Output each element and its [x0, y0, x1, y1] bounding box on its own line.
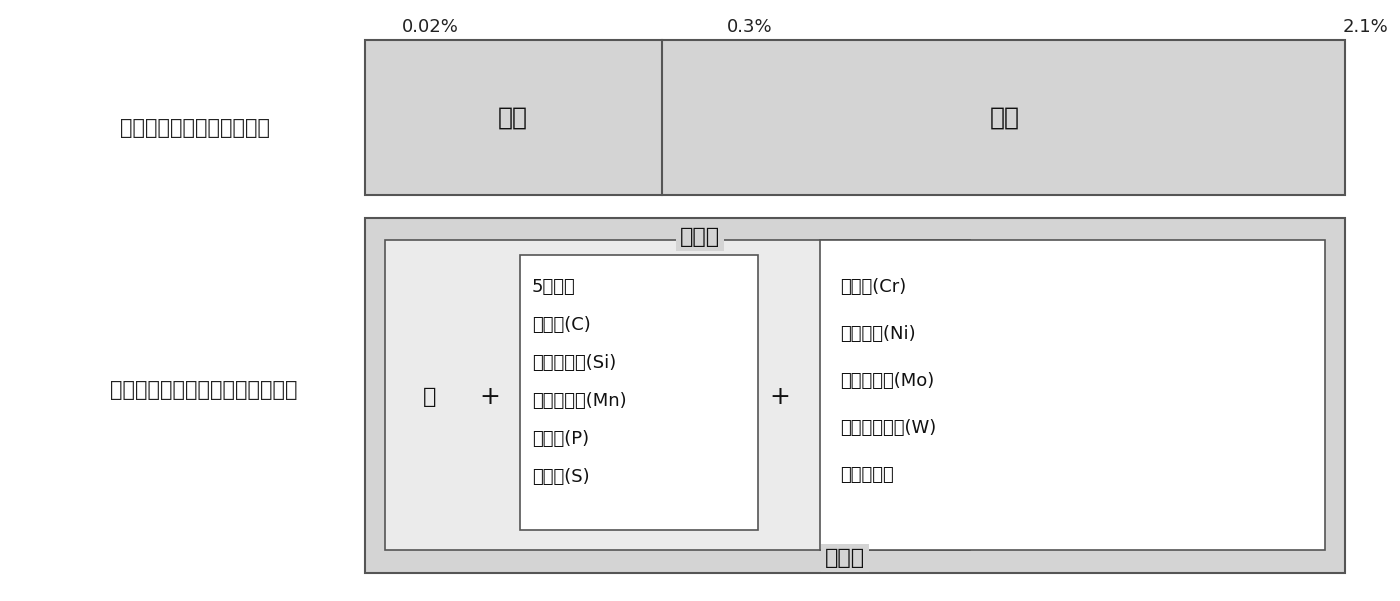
Text: 炭素鋼: 炭素鋼: [680, 227, 720, 247]
Bar: [365, 40, 1345, 195]
Bar: [385, 240, 970, 550]
Text: ・リン(P): ・リン(P): [532, 430, 589, 448]
Text: タングステン(W): タングステン(W): [840, 419, 937, 437]
Text: 0.3%: 0.3%: [727, 18, 773, 36]
Text: ニッケル(Ni): ニッケル(Ni): [840, 325, 916, 343]
Text: +: +: [480, 385, 500, 409]
Text: 合金鋼: 合金鋼: [825, 548, 865, 568]
Bar: [365, 218, 1345, 573]
Text: 炭素含有量による分類方法: 炭素含有量による分類方法: [120, 118, 270, 138]
Text: 軟鋼: 軟鋼: [498, 106, 528, 130]
Text: 鉄: 鉄: [423, 387, 437, 407]
Text: クロム(Cr): クロム(Cr): [840, 278, 906, 296]
Text: ・炭素(C): ・炭素(C): [532, 316, 591, 334]
Text: 2.1%: 2.1%: [1343, 18, 1387, 36]
Text: モリブデン(Mo): モリブデン(Mo): [840, 372, 934, 390]
Text: 硬鋼: 硬鋼: [990, 106, 1021, 130]
Text: 5大元素: 5大元素: [532, 278, 575, 296]
Text: ・硫黄(S): ・硫黄(S): [532, 468, 589, 486]
Text: ・マンガン(Mn): ・マンガン(Mn): [532, 392, 627, 410]
Bar: [519, 255, 757, 530]
Bar: [820, 240, 1324, 550]
Text: +: +: [770, 385, 791, 409]
Text: 各種成分の含有量による分類方法: 各種成分の含有量による分類方法: [111, 380, 297, 400]
Text: 0.02%: 0.02%: [402, 18, 458, 36]
Text: ・シリコン(Si): ・シリコン(Si): [532, 354, 616, 372]
Text: などの一部: などの一部: [840, 466, 893, 484]
